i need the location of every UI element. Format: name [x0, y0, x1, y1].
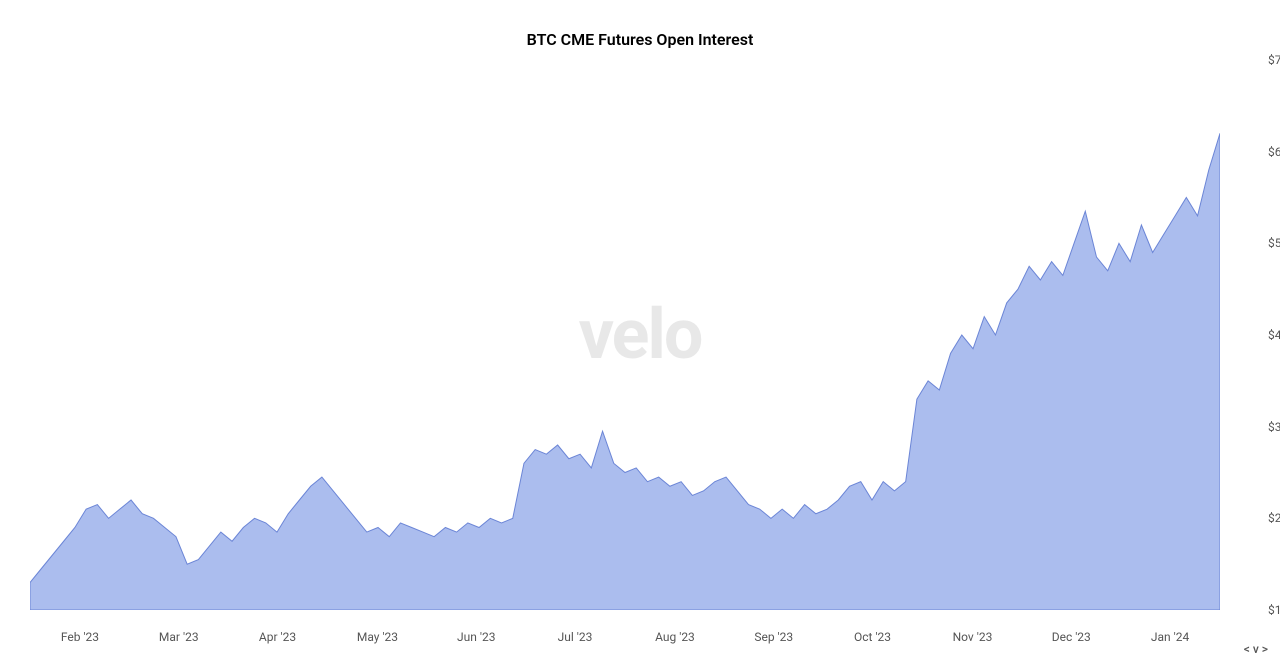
y-tick-label: $5b: [1268, 236, 1280, 250]
area-chart-svg: [30, 60, 1220, 610]
plot-area: [30, 60, 1220, 610]
x-tick-label: Feb '23: [61, 630, 99, 644]
x-tick-label: Jun '23: [457, 630, 495, 644]
x-tick-label: Sep '23: [754, 630, 793, 644]
x-tick-label: Jul '23: [558, 630, 593, 644]
x-tick-label: Oct '23: [854, 630, 891, 644]
y-tick-label: $7b: [1268, 53, 1280, 67]
x-tick-label: Aug '23: [655, 630, 695, 644]
x-tick-label: Dec '23: [1052, 630, 1091, 644]
y-tick-label: $2b: [1268, 511, 1280, 525]
chart-container: BTC CME Futures Open Interest velo $1b$2…: [0, 0, 1280, 670]
y-tick-label: $6b: [1268, 145, 1280, 159]
chart-title: BTC CME Futures Open Interest: [527, 30, 754, 49]
x-tick-label: Mar '23: [159, 630, 199, 644]
x-tick-label: Nov '23: [953, 630, 993, 644]
y-tick-label: $3b: [1268, 420, 1280, 434]
x-tick-label: May '23: [357, 630, 398, 644]
x-tick-label: Jan '24: [1151, 630, 1189, 644]
y-tick-label: $4b: [1268, 328, 1280, 342]
x-tick-label: Apr '23: [259, 630, 296, 644]
footer-mark: < v >: [1244, 642, 1268, 656]
y-tick-label: $1b: [1268, 603, 1280, 617]
